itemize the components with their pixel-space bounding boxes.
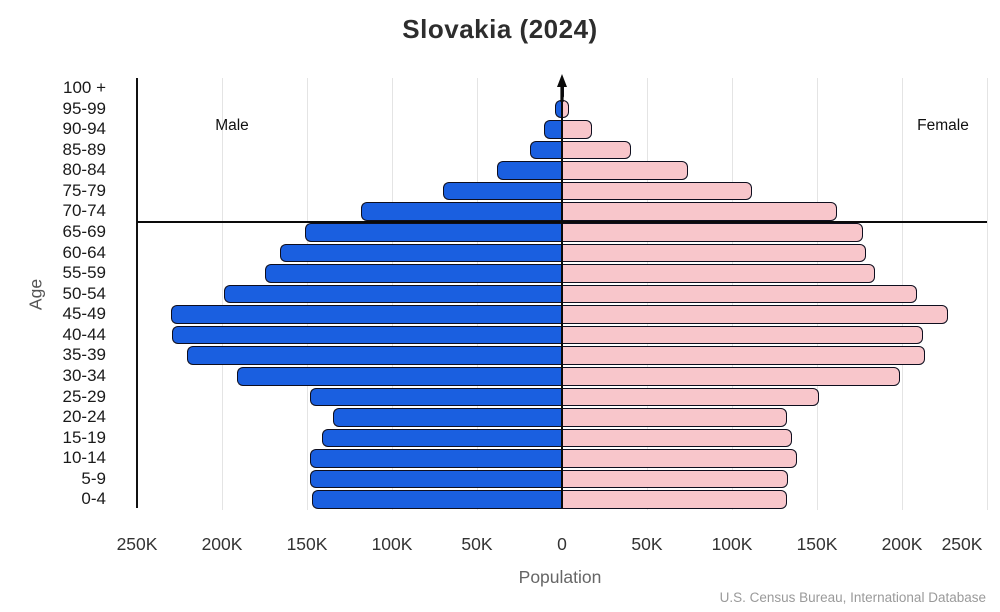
age-tick-label: 5-9 <box>81 468 106 488</box>
age-tick-label: 65-69 <box>62 222 106 241</box>
bar-female-55-59[interactable] <box>562 264 875 283</box>
age-tick-label: 80-84 <box>62 160 106 180</box>
bar-female-25-29[interactable] <box>562 387 820 407</box>
source-credit: U.S. Census Bureau, International Databa… <box>719 590 986 605</box>
x-axis-label: Population <box>518 567 602 587</box>
age-tick-label: 20-24 <box>62 407 106 427</box>
age-tick-label: 85-89 <box>62 139 106 159</box>
bar-male-65-69[interactable] <box>305 223 562 242</box>
bar-male-20-24[interactable] <box>333 408 562 427</box>
male-annotation: Male <box>215 117 249 134</box>
y-axis-line <box>136 78 138 508</box>
age-tick-label: 35-39 <box>62 345 106 365</box>
bar-female-65-69[interactable] <box>562 223 864 242</box>
x-tick-label: 250K <box>941 534 983 554</box>
bar-female-45-49[interactable] <box>562 305 949 324</box>
bar-male-85-89[interactable] <box>530 140 562 160</box>
bar-female-80-84[interactable] <box>562 161 689 180</box>
gridline <box>221 78 223 510</box>
bar-male-0-4[interactable] <box>311 490 562 510</box>
apex-arrow-icon <box>557 74 567 102</box>
age-axis-tick-labels: 100 +95-99 90-94 85-89 80-84 75-79 70-74 65-69… <box>18 78 106 510</box>
bar-male-55-59[interactable] <box>265 264 562 283</box>
center-zero-line <box>561 78 563 508</box>
age-tick-label: 25-29 <box>62 386 106 406</box>
age-tick-label: 15-19 <box>62 427 106 447</box>
bar-female-20-24[interactable] <box>562 408 787 427</box>
bar-female-0-4[interactable] <box>562 490 787 510</box>
x-tick-label: 50K <box>461 534 493 554</box>
bar-male-40-44[interactable] <box>171 325 562 345</box>
x-tick-label: 50K <box>631 534 663 554</box>
bar-female-70-74[interactable] <box>562 202 837 222</box>
bar-female-60-64[interactable] <box>562 243 866 263</box>
bar-female-40-44[interactable] <box>562 325 924 345</box>
x-tick-label: 150K <box>796 534 838 554</box>
bar-female-85-89[interactable] <box>562 140 632 160</box>
bar-male-70-74[interactable] <box>361 202 562 222</box>
bar-male-90-94[interactable] <box>544 120 562 139</box>
bar-male-95-99[interactable] <box>555 99 562 119</box>
bar-male-75-79[interactable] <box>443 181 562 201</box>
x-tick-label: 0 <box>557 534 567 554</box>
bar-female-75-79[interactable] <box>562 181 752 201</box>
x-tick-label: 200K <box>881 534 923 554</box>
bar-male-30-34[interactable] <box>237 367 562 386</box>
age-tick-label: 95-99 <box>62 98 106 118</box>
age-tick-label: 30-34 <box>62 366 106 385</box>
bar-female-15-19[interactable] <box>562 428 792 448</box>
gridline <box>986 78 988 510</box>
age-tick-label: 40-44 <box>62 324 106 344</box>
bar-female-30-34[interactable] <box>562 367 900 386</box>
bar-female-50-54[interactable] <box>562 284 917 304</box>
age-tick-label: 60-64 <box>62 242 106 262</box>
x-tick-label: 250K <box>116 534 158 554</box>
female-annotation: Female <box>917 117 969 134</box>
bar-male-10-14[interactable] <box>310 449 562 468</box>
age-tick-label: 75-79 <box>62 180 106 200</box>
chart-title: Slovakia (2024) <box>402 14 598 44</box>
bar-male-60-64[interactable] <box>279 243 562 263</box>
age-tick-label: 45-49 <box>62 304 106 324</box>
age-tick-label: 70-74 <box>62 201 106 221</box>
x-axis-tick-labels: 250K 200K 150K 100K 50K 0 50K 100K 150K 200K 250K <box>0 534 1000 558</box>
age-tick-label: 50-54 <box>62 283 106 303</box>
bar-female-5-9[interactable] <box>562 469 789 489</box>
x-tick-label: 150K <box>286 534 328 554</box>
bar-female-90-94[interactable] <box>562 120 592 139</box>
bar-female-10-14[interactable] <box>562 449 797 468</box>
bar-male-50-54[interactable] <box>224 284 562 304</box>
bar-female-35-39[interactable] <box>562 346 925 366</box>
x-tick-label: 200K <box>201 534 243 554</box>
bar-male-15-19[interactable] <box>321 428 562 448</box>
age-tick-label: 100 + <box>62 78 106 97</box>
bar-male-80-84[interactable] <box>496 161 562 180</box>
age-tick-label: 55-59 <box>62 263 106 283</box>
bar-female-95-99[interactable] <box>562 99 570 119</box>
age-tick-label: 0-4 <box>81 489 106 509</box>
bar-male-5-9[interactable] <box>310 469 562 489</box>
plot-area: Male Female <box>136 74 988 510</box>
bar-male-45-49[interactable] <box>170 305 562 324</box>
x-tick-label: 100K <box>371 534 413 554</box>
reference-line <box>137 220 987 224</box>
bar-male-25-29[interactable] <box>310 387 562 407</box>
age-tick-label: 10-14 <box>62 448 106 468</box>
x-tick-label: 100K <box>711 534 753 554</box>
bar-male-35-39[interactable] <box>187 346 562 366</box>
age-tick-label: 90-94 <box>62 119 106 139</box>
